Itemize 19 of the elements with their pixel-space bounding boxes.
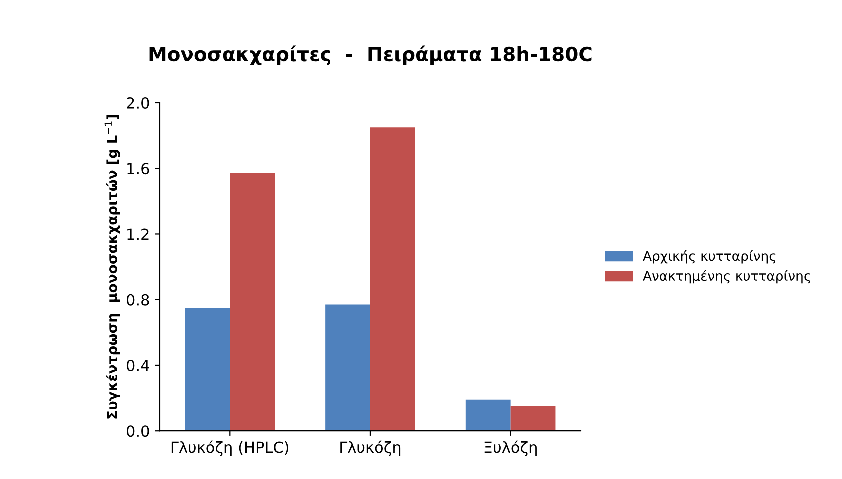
y-tick-label: 0.8: [126, 294, 150, 306]
y-tick-label: 2.0: [127, 97, 150, 110]
legend-label: Ανακτημένης κυτταρίνης: [643, 270, 810, 284]
y-axis-title: Συγκέντρωση μονοσακχαριτών [g L$^{−1}$]: [104, 115, 120, 419]
bar: [370, 128, 416, 432]
legend-label: Αρχικής κυτταρίνης: [643, 250, 776, 264]
bar: [185, 308, 230, 432]
bar: [510, 406, 556, 432]
x-tick-label: Γλυκόζη: [340, 440, 401, 456]
bar: [466, 400, 511, 432]
chart-title: Μονοσακχαρίτες - Πειράματα 18h-180C: [150, 46, 592, 66]
bar: [326, 304, 370, 432]
bar: [230, 174, 276, 432]
y-tick-label: 1.6: [128, 163, 150, 175]
y-tick-label: 0.4: [126, 360, 150, 372]
y-tick-label: 1.2: [128, 228, 149, 240]
x-tick-label: Γλυκόζη (HPLC): [172, 440, 289, 456]
y-tick-label: 0.0: [126, 426, 150, 438]
x-tick-label: Ξυλόζη: [484, 440, 537, 456]
